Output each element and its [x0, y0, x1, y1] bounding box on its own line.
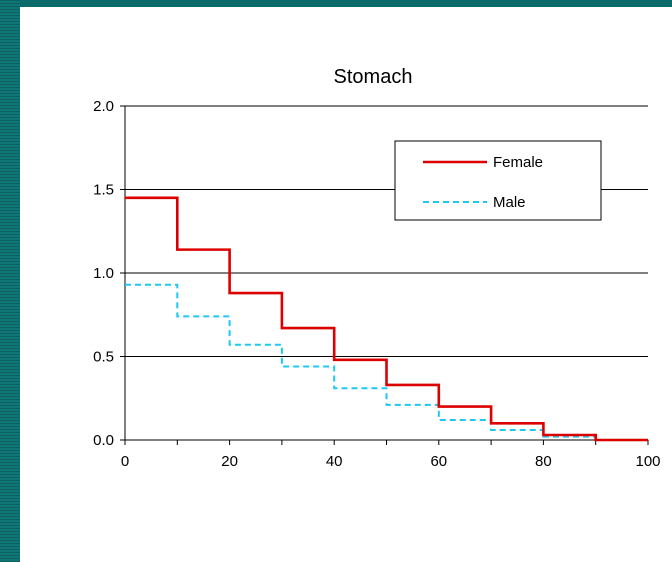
y-tick-label-0: 0.0 — [93, 432, 114, 449]
left-band — [0, 0, 20, 562]
series-line-male — [125, 283, 648, 441]
x-tick-label-4: 80 — [535, 453, 552, 470]
top-band — [0, 0, 672, 7]
y-tick-label-4: 2.0 — [93, 98, 114, 115]
y-tick-label-1: 0.5 — [93, 349, 114, 366]
x-tick-label-3: 60 — [430, 453, 447, 470]
series-group — [125, 196, 648, 442]
legend-label-male: Male — [493, 194, 526, 211]
legend-box — [394, 140, 602, 221]
x-tick-label-0: 0 — [121, 453, 129, 470]
y-tick-label-2: 1.0 — [93, 265, 114, 282]
axes: 0.0 0.5 1.0 1.5 2.0 0 20 40 60 80 100 — [93, 98, 660, 470]
x-tick-label-1: 20 — [221, 453, 238, 470]
chart-title: Stomach — [334, 66, 413, 88]
legend-label-female: Female — [493, 154, 543, 171]
x-tick-label-5: 100 — [635, 453, 660, 470]
x-tick-label-2: 40 — [326, 453, 343, 470]
series-line-female — [125, 196, 648, 442]
y-tick-label-3: 1.5 — [93, 182, 114, 199]
legend: Female Male — [394, 140, 602, 221]
